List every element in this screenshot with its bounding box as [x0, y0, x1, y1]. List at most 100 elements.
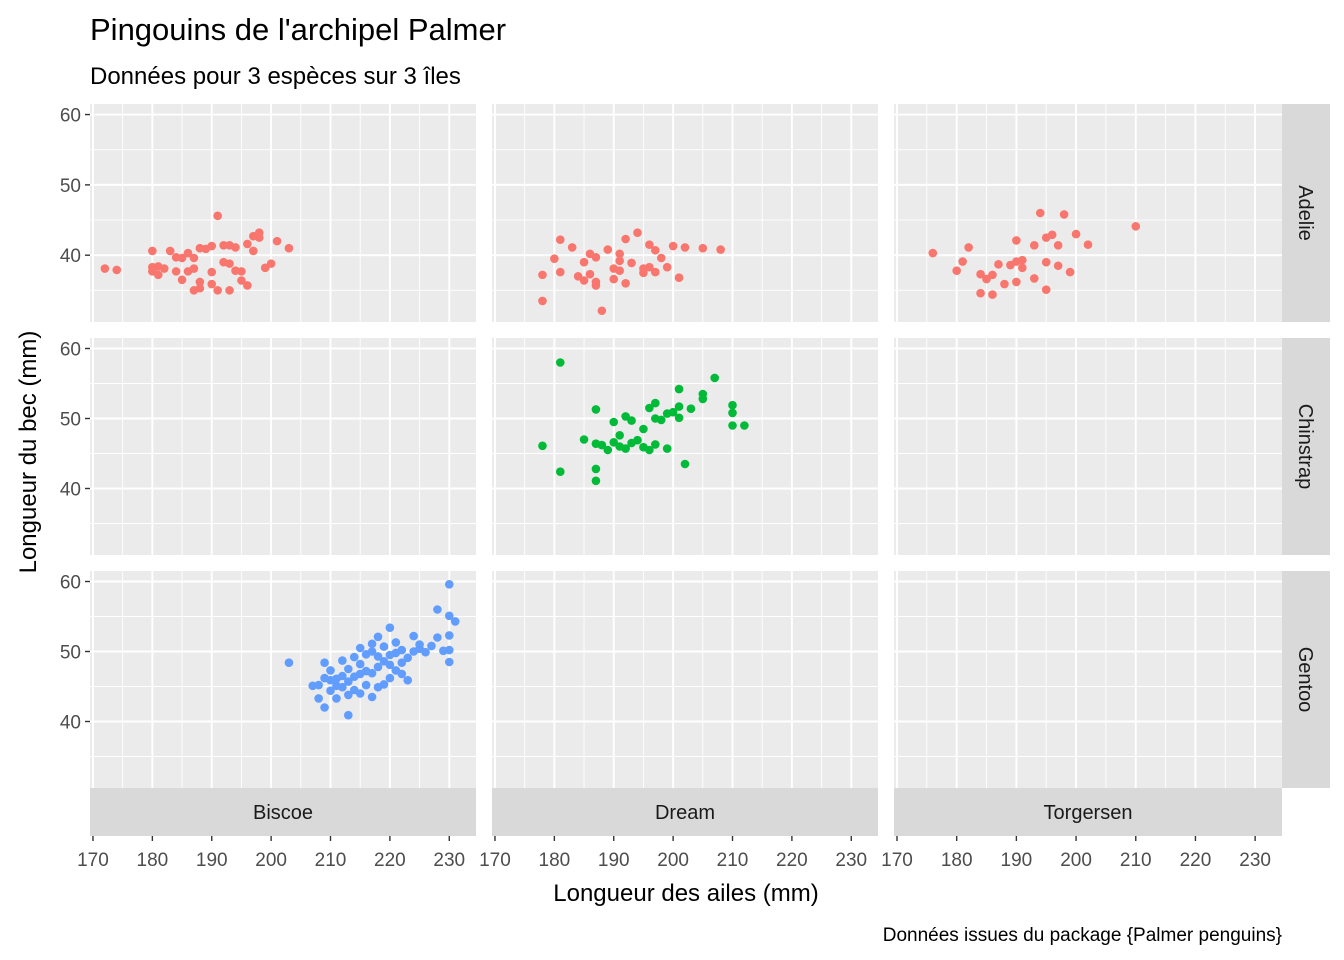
data-point: [597, 440, 607, 450]
data-point: [1012, 236, 1021, 245]
x-tick-label: 180: [137, 850, 169, 871]
data-point: [338, 656, 347, 665]
data-point: [680, 459, 690, 469]
data-point: [555, 358, 565, 367]
data-point: [645, 240, 654, 249]
strip-bottom-background: [90, 788, 476, 836]
data-point: [615, 256, 624, 266]
data-point: [266, 259, 276, 268]
data-point: [964, 243, 973, 252]
panel-background: [492, 338, 878, 555]
strip-label-torgersen: Torgersen: [1044, 802, 1133, 824]
data-point: [1059, 210, 1069, 219]
x-tick-label: 170: [881, 850, 913, 871]
data-point: [621, 444, 630, 453]
panel-biscoe-adelie: [90, 104, 476, 322]
data-point: [379, 680, 389, 689]
data-point: [698, 394, 708, 404]
data-point: [651, 398, 660, 408]
data-point: [716, 245, 725, 254]
y-tick-label: 50: [60, 410, 81, 431]
y-tick-label: 40: [60, 246, 81, 267]
data-point: [740, 421, 749, 430]
panel-background: [90, 104, 476, 322]
data-point: [367, 692, 377, 702]
chart-subtitle: Données pour 3 espèces sur 3 îles: [90, 63, 461, 90]
data-point: [177, 253, 187, 263]
data-point: [928, 248, 938, 258]
data-point: [367, 639, 377, 649]
data-point: [1053, 241, 1063, 250]
data-point: [450, 617, 460, 626]
data-point: [668, 241, 678, 251]
data-point: [698, 243, 708, 253]
data-point: [627, 258, 636, 268]
x-tick-label: 180: [941, 850, 973, 871]
facet-panels: 40 50 60 40 50 60 40 50 60 170 180 190 200 210 220 230 1…: [60, 104, 1330, 871]
data-point: [444, 645, 454, 655]
data-point: [591, 405, 601, 414]
x-tick-label: 190: [196, 850, 228, 871]
data-point: [403, 653, 413, 663]
panel-dream-adelie: [492, 104, 878, 322]
data-point: [433, 605, 442, 614]
data-point: [344, 677, 353, 686]
data-point: [373, 632, 383, 642]
data-point: [165, 246, 175, 256]
data-point: [603, 445, 613, 455]
data-point: [1131, 222, 1141, 231]
y-tick-label: 40: [60, 480, 81, 501]
data-point: [645, 445, 654, 455]
data-point: [1041, 257, 1051, 267]
y-tick-label: 60: [60, 106, 81, 127]
y-tick-label: 50: [60, 643, 81, 664]
data-point: [284, 243, 294, 253]
data-point: [272, 236, 282, 246]
data-point: [680, 243, 690, 252]
data-point: [385, 623, 395, 632]
data-point: [243, 239, 252, 249]
x-tick-label: 200: [1060, 850, 1092, 871]
data-point: [444, 580, 454, 589]
data-point: [585, 269, 595, 279]
data-point: [633, 228, 642, 237]
data-point: [433, 633, 442, 642]
x-tick-label: 170: [77, 850, 109, 871]
data-point: [112, 265, 122, 275]
data-point: [100, 264, 110, 273]
x-tick-label: 210: [717, 850, 749, 871]
y-tick-label: 40: [60, 713, 81, 734]
data-point: [415, 640, 424, 649]
panel-background: [492, 571, 878, 788]
data-point: [219, 241, 228, 250]
data-point: [397, 645, 407, 655]
data-point: [609, 274, 619, 284]
data-point: [326, 686, 335, 695]
data-point: [976, 288, 985, 298]
data-point: [427, 641, 436, 651]
data-point: [338, 671, 347, 681]
data-point: [686, 404, 696, 414]
data-point: [367, 647, 377, 656]
data-point: [710, 373, 719, 383]
data-point: [171, 267, 181, 276]
panel-torgersen-chinstrap: [894, 338, 1282, 555]
panel-background: [90, 571, 476, 788]
data-point: [982, 274, 991, 284]
data-point: [355, 689, 365, 698]
strip-right-background: [1282, 104, 1330, 322]
data-point: [597, 306, 607, 316]
data-point: [621, 412, 630, 421]
data-point: [573, 271, 583, 281]
x-tick-label: 220: [776, 850, 808, 871]
data-point: [385, 673, 395, 683]
data-point: [621, 279, 630, 288]
data-point: [615, 266, 624, 275]
data-point: [1018, 263, 1027, 273]
data-point: [976, 269, 985, 279]
data-point: [314, 680, 323, 690]
data-point: [421, 647, 430, 657]
data-point: [1065, 267, 1075, 277]
panel-biscoe-gentoo: [90, 571, 476, 788]
